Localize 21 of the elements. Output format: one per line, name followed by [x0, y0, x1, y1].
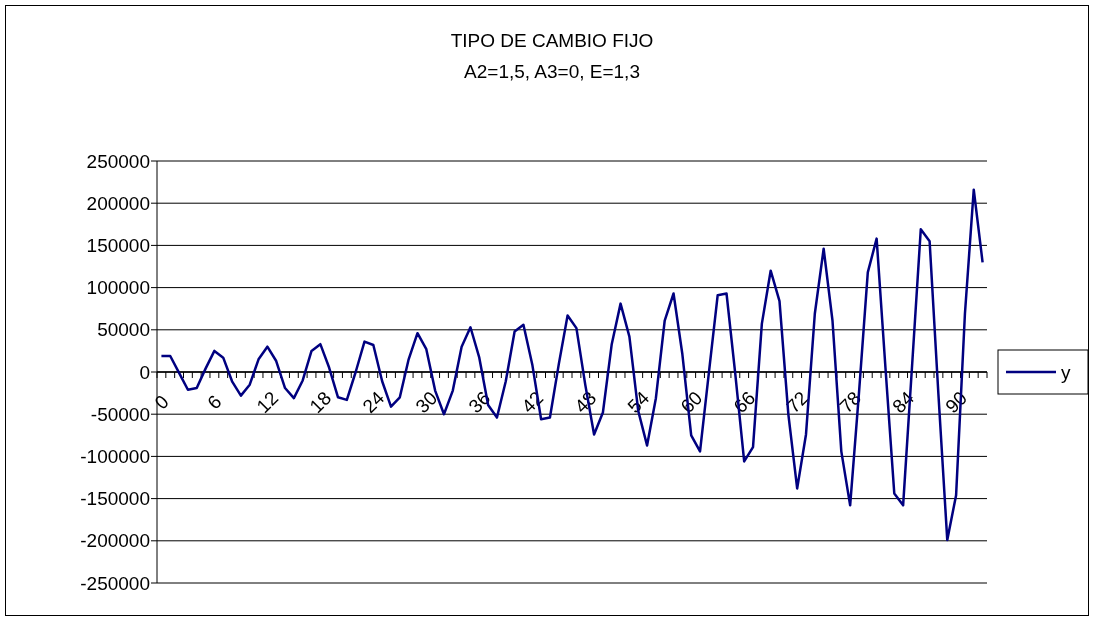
y-tick-label: -150000 [80, 488, 150, 510]
y-tick-label: -200000 [80, 530, 150, 552]
legend-label: y [1061, 361, 1071, 383]
y-tick-label: 100000 [86, 277, 150, 299]
x-tick-label: 24 [358, 386, 389, 418]
y-tick-label: -50000 [90, 403, 150, 425]
y-tick-label: 250000 [86, 150, 150, 172]
chart-title: TIPO DE CAMBIO FIJO [450, 30, 654, 51]
y-tick-label: 0 [139, 361, 150, 383]
x-tick-label: 30 [411, 387, 442, 418]
x-tick-label: 18 [305, 387, 336, 418]
x-tick-label: 72 [782, 387, 813, 418]
y-tick-label: 200000 [86, 192, 150, 214]
y-tick-label: 150000 [86, 235, 150, 257]
chart-subtitle: A2=1,5, A3=0, E=1,3 [464, 61, 640, 82]
x-tick-label: 6 [203, 390, 226, 414]
y-tick-label: -100000 [80, 446, 150, 468]
y-tick-label: -250000 [80, 572, 150, 594]
x-tick-label: 0 [150, 390, 173, 414]
x-tick-label: 12 [252, 387, 283, 418]
y-tick-label: 50000 [97, 319, 150, 341]
